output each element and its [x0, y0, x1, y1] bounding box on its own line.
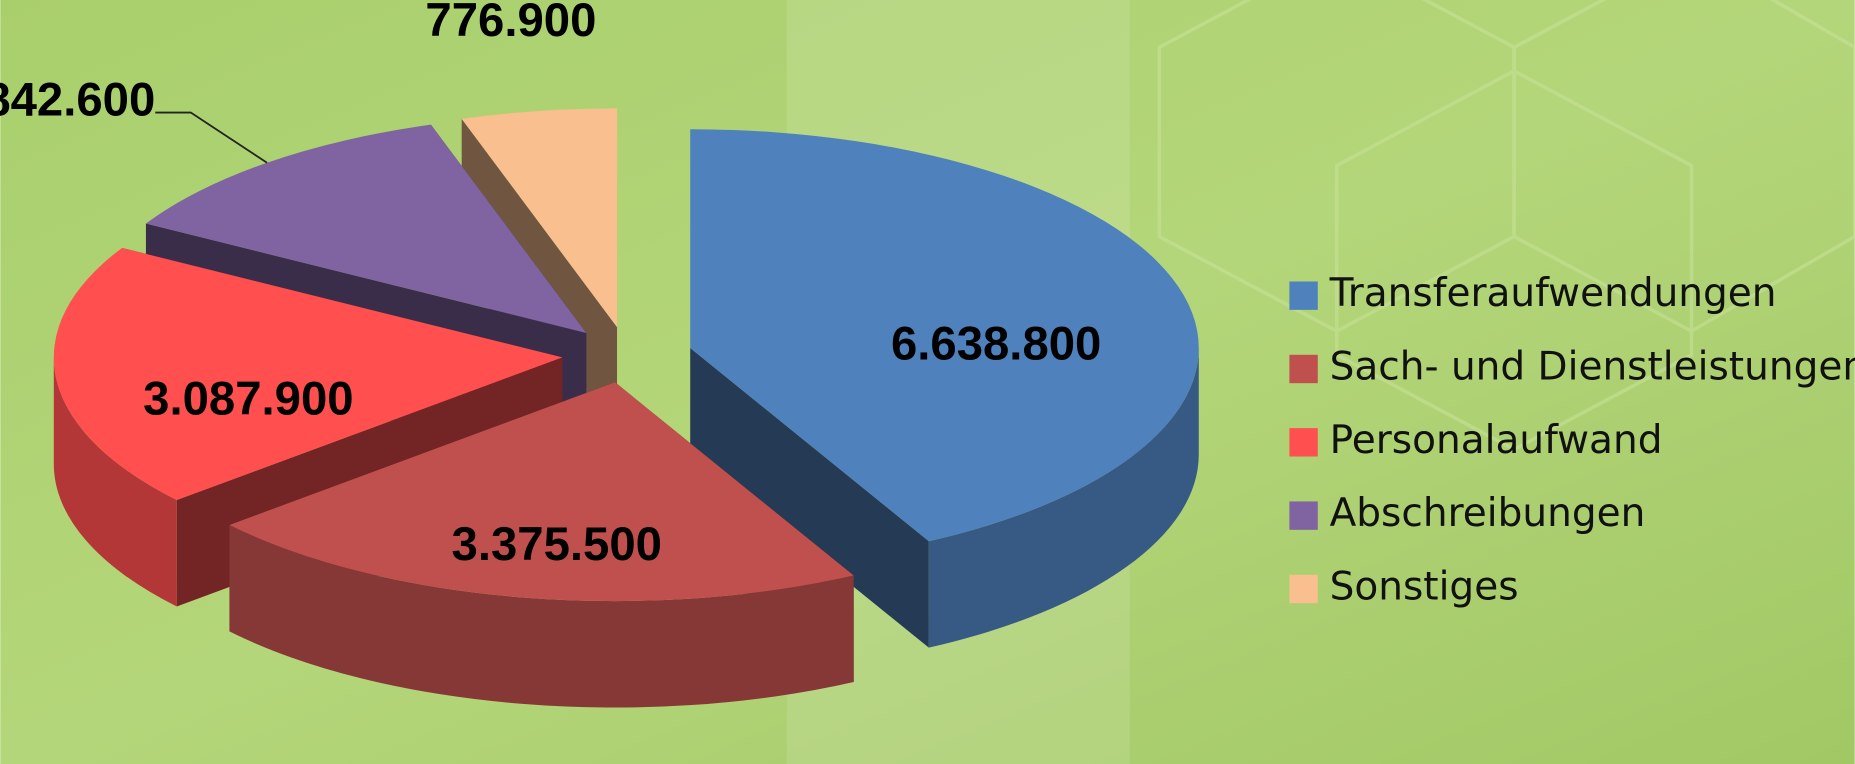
legend-swatch — [1289, 354, 1318, 384]
legend-label: Transferaufwendungen — [1329, 271, 1777, 316]
legend-swatch — [1289, 501, 1318, 530]
value-label: 6.638.800 — [891, 318, 1101, 371]
leader-line — [155, 111, 268, 164]
value-label: 776.900 — [425, 0, 596, 47]
pie — [53, 108, 1199, 708]
slice-wall — [53, 357, 177, 607]
slice-wall — [928, 348, 1199, 648]
slice-top — [229, 382, 854, 602]
slice-top — [690, 129, 1199, 542]
slice-wall — [229, 524, 854, 708]
value-label: 1.842.600 — [0, 74, 155, 127]
value-label: 3.375.500 — [452, 518, 662, 571]
value-label: 3.087.900 — [143, 372, 353, 425]
slice — [690, 129, 1199, 648]
slice-top — [53, 247, 563, 501]
slice — [229, 382, 854, 708]
value-labels: 6.638.800 3.375.500 3.087.900 1.842.600 776.… — [0, 0, 1101, 571]
legend-label: Abschreibungen — [1330, 491, 1646, 536]
slice-top — [461, 108, 618, 328]
legend-swatch — [1289, 574, 1318, 604]
slice-top — [145, 124, 587, 334]
legend: Transferaufwendungen Sach- und Dienstleis… — [1289, 271, 1855, 609]
slice-side — [690, 348, 929, 648]
legend-swatch — [1289, 428, 1318, 457]
legend-swatch — [1289, 281, 1318, 310]
legend-label: Sach- und Dienstleistungen — [1330, 344, 1855, 389]
legend-label: Sonstiges — [1330, 564, 1519, 609]
legend-label: Personalaufwand — [1330, 418, 1663, 463]
